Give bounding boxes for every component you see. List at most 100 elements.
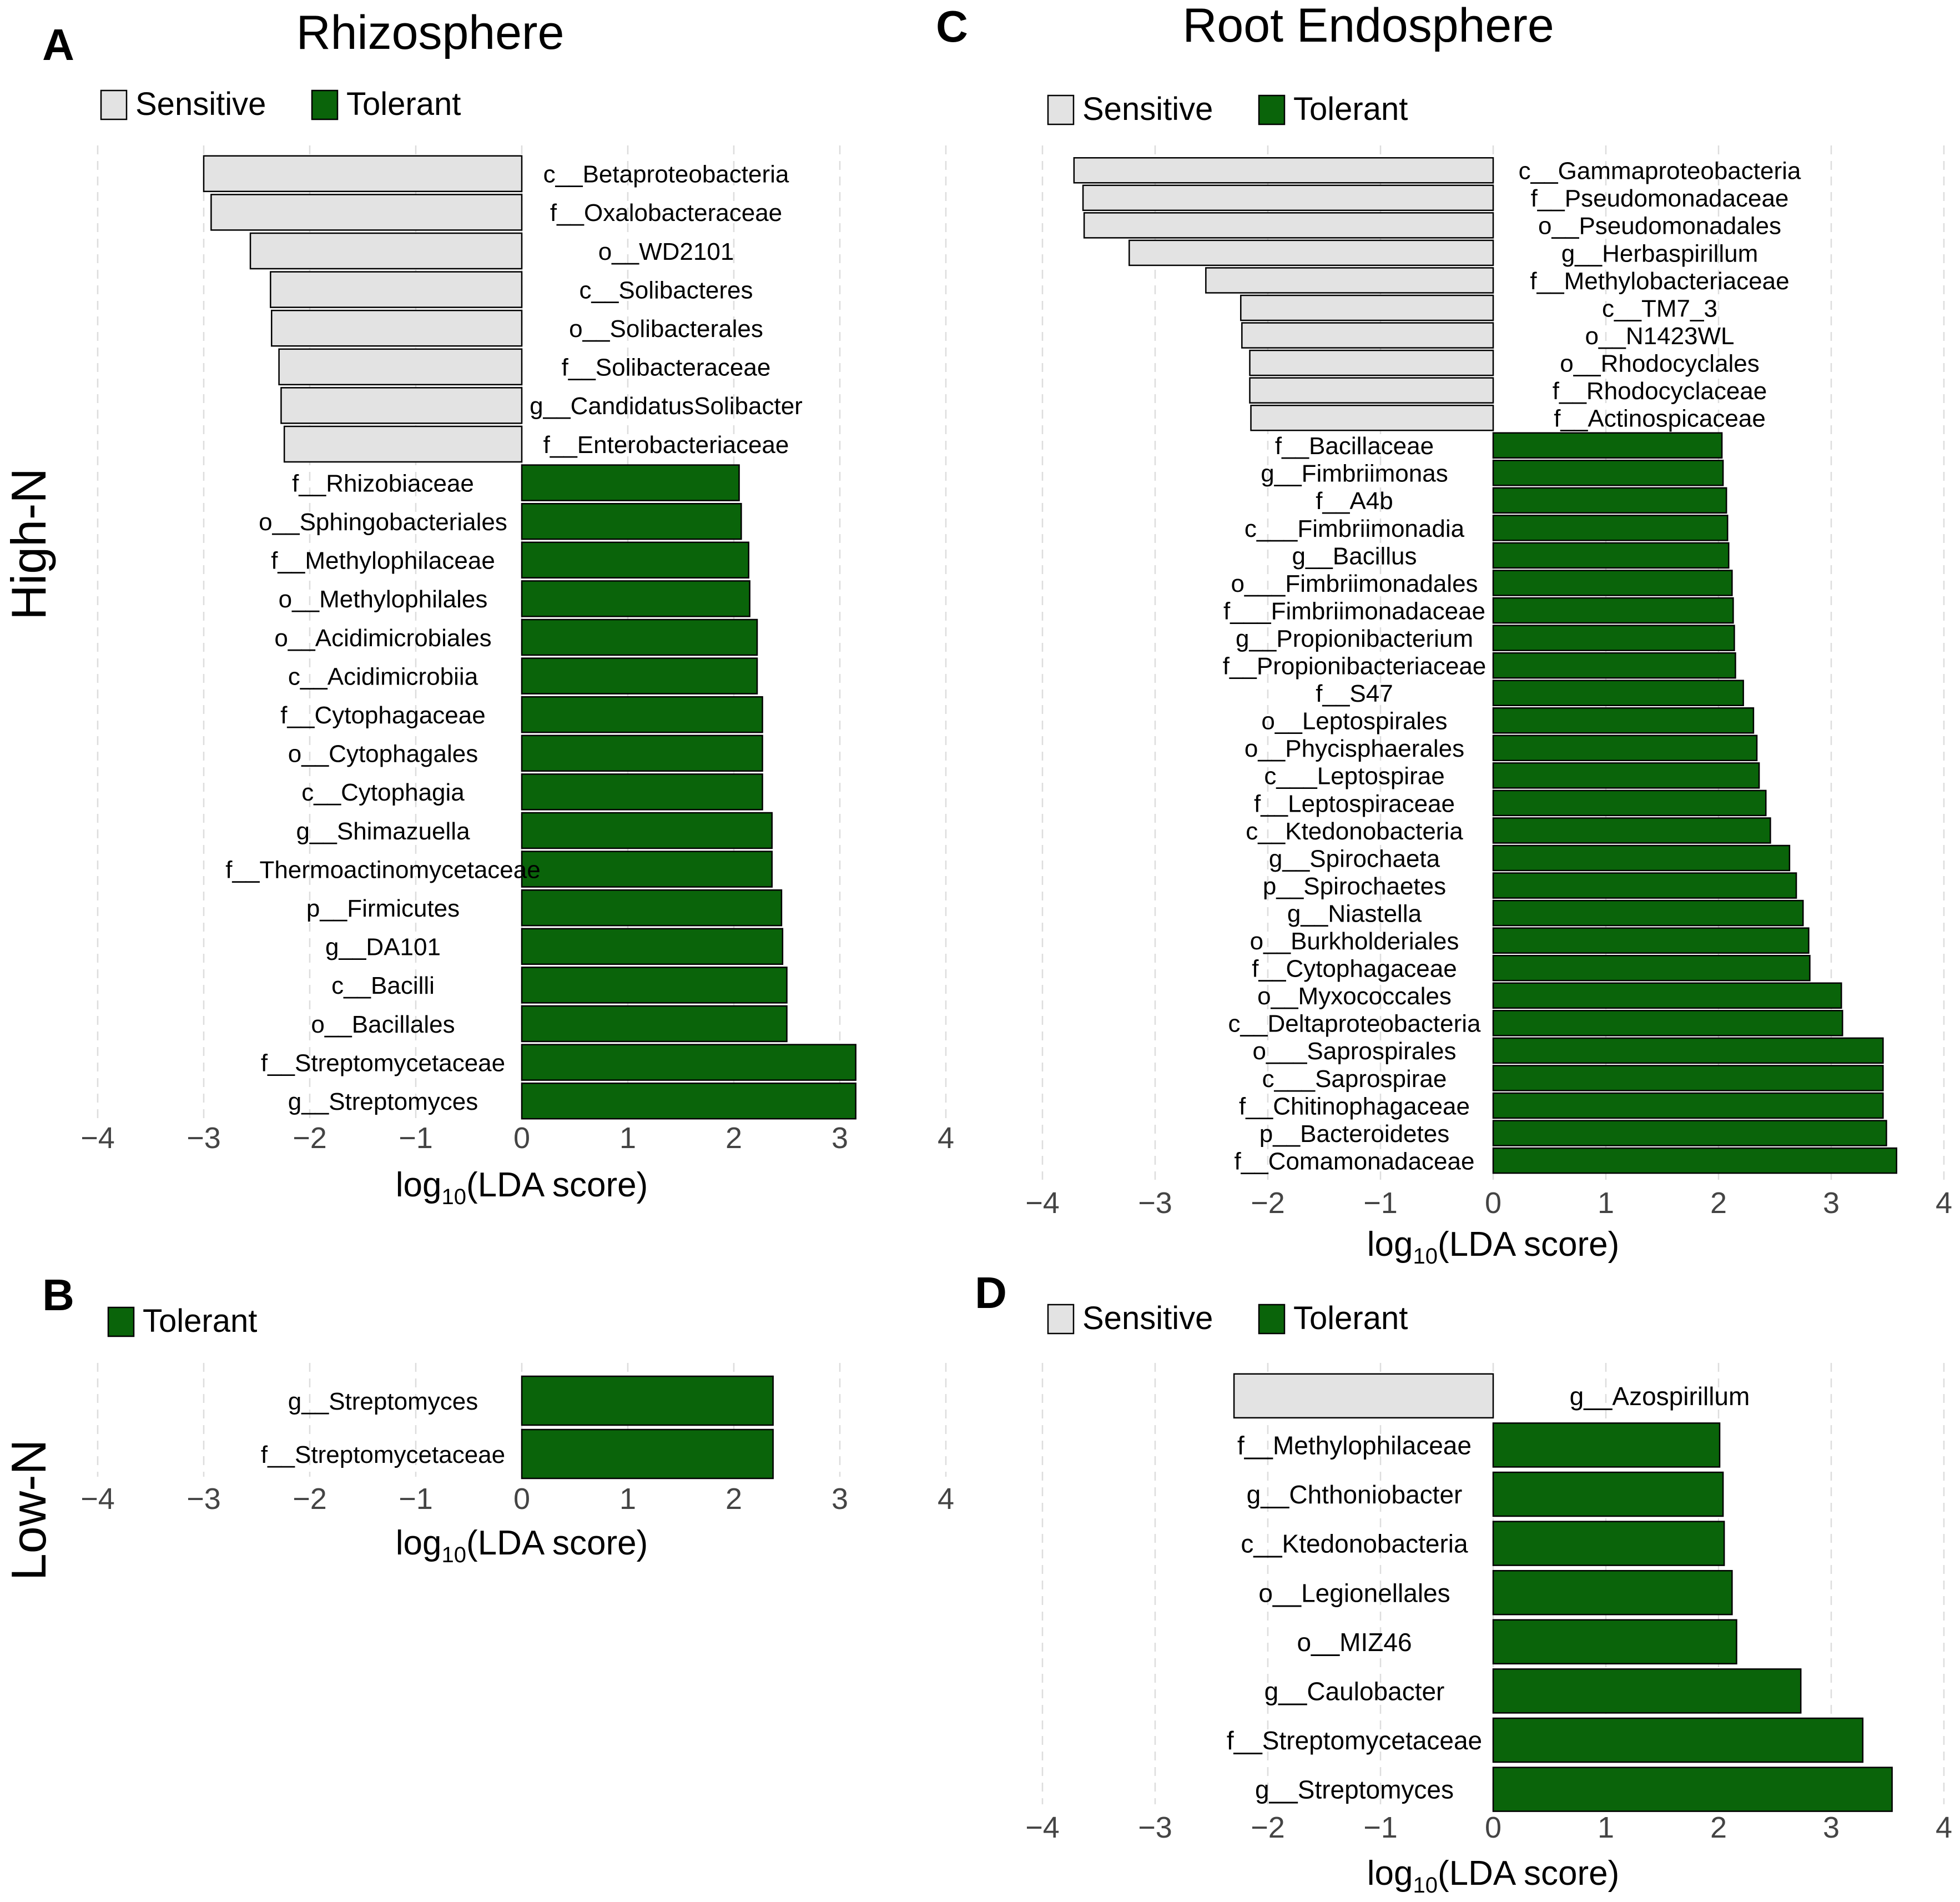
bar-label-f-oxalobacteraceae: f__Oxalobacteraceae [550, 199, 782, 227]
bar-label-f-methylobacteriaceae: f__Methylobacteriaceae [1530, 268, 1789, 295]
bar-o-bacillales [521, 1005, 788, 1043]
bar-c-ktedonobacteria [1492, 817, 1771, 844]
bar-f-methylobacteriaceae [1205, 267, 1494, 294]
bar-o-leptospirales [1492, 707, 1755, 734]
bar-c-tm7-3 [1240, 294, 1494, 321]
bar-f-bacillaceae [1492, 432, 1723, 459]
bar-g-azospirillum [1233, 1373, 1494, 1419]
bar-label-f-bacillaceae: f__Bacillaceae [1275, 432, 1434, 460]
row-label-high-n: High-N [1, 468, 56, 620]
bar-label-g-azospirillum: g__Azospirillum [1570, 1382, 1750, 1411]
bar-label-c-bacilli: c__Bacilli [331, 972, 435, 999]
x-tick-label: −2 [293, 1482, 327, 1516]
bar-label-g-streptomyces: g__Streptomyces [288, 1088, 478, 1115]
bar-label-f-solibacteraceae: f__Solibacteraceae [562, 354, 771, 381]
bar-label-o-wd2101: o__WD2101 [598, 238, 734, 265]
panel-letter: A [42, 20, 74, 69]
bar-c-bacilli [521, 967, 788, 1004]
panel-letter: C [936, 2, 968, 51]
legend-swatch-tolerant [1258, 94, 1286, 125]
bar-label-f-cytophagaceae: f__Cytophagaceae [1252, 955, 1457, 983]
legend-label-tolerant: Tolerant [346, 86, 461, 122]
legend-label-sensitive: Sensitive [1082, 1300, 1213, 1336]
x-tick-label: −2 [1251, 1186, 1285, 1220]
x-tick-label: −1 [1363, 1811, 1398, 1844]
x-tick-label: 3 [832, 1482, 848, 1516]
bar-f-solibacteraceae [278, 348, 523, 386]
bar-f-a4b [1492, 487, 1727, 514]
bar-label-f-streptomycetaceae: f__Streptomycetaceae [261, 1049, 505, 1076]
bar-o-n1423wl [1241, 322, 1494, 349]
x-tick-label: 1 [619, 1482, 636, 1516]
legend-swatch-sensitive [1047, 1304, 1075, 1335]
bar-f-streptomycetaceae [521, 1044, 856, 1081]
x-tick-label: −4 [80, 1121, 115, 1155]
x-tick-label: −4 [1025, 1811, 1060, 1844]
bar-p-spirochaetes [1492, 872, 1797, 899]
bar-label-g-niastella: g__Niastella [1287, 900, 1422, 927]
bar-o-burkholderiales [1492, 927, 1810, 954]
bar-g-streptomyces [521, 1375, 774, 1426]
bar-label-f-methylophilaceae: f__Methylophilaceae [271, 547, 495, 575]
legend-swatch-sensitive [100, 89, 128, 120]
x-tick-label: −2 [1251, 1811, 1285, 1844]
x-tick-label: 4 [1936, 1811, 1952, 1844]
x-tick-label: 4 [1936, 1186, 1952, 1220]
panel-a: A Rhizosphere Sensitive Tolerant −4 −3 −2 −1 0 1 2… [42, 6, 954, 1209]
x-tick-label: −4 [80, 1482, 115, 1516]
bar-g-propionibacterium [1492, 625, 1735, 651]
bar-label-c-acidimicrobiia: c__Acidimicrobiia [288, 663, 478, 690]
bar-f-streptomycetaceae [521, 1428, 774, 1480]
bar-label-f-thermoactinomycetaceae: f__Thermoactinomycetaceae [225, 856, 540, 883]
x-tick-label: 0 [513, 1121, 530, 1155]
bar-c-leptospirae [1492, 762, 1760, 789]
bar-label-f-pseudomonadaceae: f__Pseudomonadaceae [1531, 185, 1789, 212]
legend-label-tolerant: Tolerant [1293, 1300, 1408, 1336]
bar-f-thermoactinomycetaceae [521, 851, 773, 888]
bar-label-g-spirochaeta: g__Spirochaeta [1269, 845, 1440, 872]
bar-label-c-deltaproteobacteria: c__Deltaproteobacteria [1228, 1010, 1481, 1038]
panel-b: B Tolerant −4 −3 −2 −1 0 1 2 3 4 log10(LDA score) g_… [42, 1270, 954, 1567]
bar-g-fimbriimonas [1492, 460, 1724, 486]
legend-label-sensitive: Sensitive [135, 86, 266, 122]
bar-label-f-enterobacteriaceae: f__Enterobacteriaceae [543, 431, 789, 459]
bar-label-g-fimbriimonas: g__Fimbriimonas [1261, 460, 1448, 487]
bar-f-actinospicaceae [1250, 404, 1494, 431]
x-tick-label: 2 [725, 1482, 742, 1516]
bar-f-oxalobacteraceae [210, 194, 523, 231]
bar-label-f-chitinophagaceae: f__Chitinophagaceae [1239, 1093, 1470, 1120]
x-tick-label: 1 [1598, 1811, 1614, 1844]
x-tick-label: 3 [1823, 1186, 1840, 1220]
bar-label-f-methylophilaceae: f__Methylophilaceae [1237, 1431, 1472, 1460]
bar-o-acidimicrobiales [521, 618, 758, 656]
bar-g-bacillus [1492, 542, 1730, 569]
panel-d: D Sensitive Tolerant −4 −3 −2 −1 0 1 2 3 4 log10(LDA… [975, 1268, 1952, 1898]
bar-f-fimbriimonadaceae [1492, 597, 1734, 624]
x-tick-label: −2 [293, 1121, 327, 1155]
x-axis-label: log10(LDA score) [1367, 1854, 1620, 1898]
bar-label-g-propionibacterium: g__Propionibacterium [1236, 625, 1473, 652]
bar-label-o-phycisphaerales: o__Phycisphaerales [1244, 735, 1464, 762]
bar-label-o-pseudomonadales: o__Pseudomonadales [1538, 213, 1781, 240]
bar-o-phycisphaerales [1492, 734, 1758, 762]
bar-f-enterobacteriaceae [283, 425, 523, 463]
x-tick-label: 1 [1598, 1186, 1614, 1220]
x-tick-label: 2 [1710, 1186, 1727, 1220]
x-tick-label: −4 [1025, 1186, 1060, 1220]
x-tick-label: 0 [513, 1482, 530, 1516]
bar-f-s47 [1492, 680, 1744, 706]
bar-label-p-firmicutes: p__Firmicutes [306, 895, 460, 922]
bar-label-f-streptomycetaceae: f__Streptomycetaceae [1227, 1726, 1482, 1755]
bar-label-f-rhizobiaceae: f__Rhizobiaceae [292, 470, 474, 497]
bar-p-bacteroidetes [1492, 1120, 1887, 1146]
bar-label-f-a4b: f__A4b [1316, 487, 1393, 515]
x-tick-label: 2 [1710, 1811, 1727, 1844]
legend-swatch-tolerant [1258, 1304, 1286, 1335]
bar-label-c-tm7-3: c__TM7_3 [1602, 295, 1717, 322]
x-axis-label: log10(LDA score) [396, 1524, 648, 1567]
x-axis-label: log10(LDA score) [1367, 1225, 1620, 1269]
bar-c-ktedonobacteria [1492, 1521, 1725, 1566]
bar-label-g-chthoniobacter: g__Chthoniobacter [1247, 1480, 1463, 1509]
bar-p-firmicutes [521, 889, 783, 927]
bar-label-o-solibacterales: o__Solibacterales [569, 315, 763, 343]
